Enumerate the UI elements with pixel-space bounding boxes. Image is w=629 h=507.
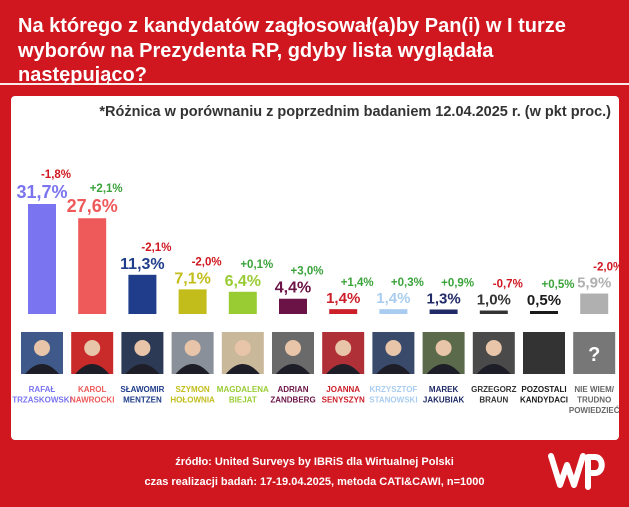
name-label-1-0: KAROL: [78, 385, 107, 394]
candidate-photo-10: [523, 332, 565, 374]
value-label-11: 5,9%: [577, 275, 611, 292]
bar-0: [28, 204, 56, 314]
name-label-2-1: MENTZEN: [123, 396, 162, 405]
name-label-3-0: SZYMON: [175, 385, 209, 394]
name-label-9-0: GRZEGORZ: [471, 385, 516, 394]
name-label-7-1: STANOWSKI: [369, 396, 417, 405]
name-label-10-1: KANDYDACI: [520, 396, 568, 405]
name-label-8-1: JAKUBIAK: [423, 396, 465, 405]
candidate-photo-9: [472, 332, 515, 374]
name-label-2-0: SŁAWOMIR: [120, 385, 164, 394]
change-label-6: +1,4%: [341, 277, 374, 289]
divider: [0, 83, 629, 85]
change-label-9: -0,7%: [493, 279, 523, 291]
value-label-0: 31,7%: [16, 182, 67, 202]
chart-note: *Różnica w porównaniu z poprzednim badan…: [99, 104, 611, 120]
wp-logo: [548, 453, 605, 490]
change-label-4: +0,1%: [240, 259, 273, 271]
candidate-photo-4: [221, 332, 264, 374]
value-label-4: 6,4%: [225, 273, 261, 290]
bar-chart: 31,7%-1,8% RAFAŁ TRZASKOWSKI 27,6%+2,1% KARO…: [12, 169, 619, 415]
name-label-11-2: POWIEDZIEĆ: [569, 406, 619, 415]
name-label-8-0: MAREK: [429, 385, 459, 394]
value-label-7: 1,4%: [376, 290, 410, 307]
value-label-9: 1,0%: [477, 292, 511, 309]
name-label-0-0: RAFAŁ: [29, 385, 56, 394]
value-label-3: 7,1%: [174, 270, 210, 287]
candidate-photo-6: [322, 332, 365, 374]
name-label-6-0: JOANNA: [326, 385, 360, 394]
name-label-0-1: TRZASKOWSKI: [12, 396, 72, 405]
name-label-5-1: ZANDBERG: [270, 396, 315, 405]
change-label-3: -2,0%: [192, 256, 222, 268]
name-label-10-0: POZOSTALI: [521, 385, 566, 394]
name-label-11-1: TRUDNO: [577, 396, 611, 405]
candidate-photo-8: [422, 332, 465, 374]
bar-2: [128, 274, 157, 314]
name-label-6-1: SENYSZYN: [322, 396, 365, 405]
name-label-4-1: BIEJAT: [229, 396, 257, 405]
candidate-photo-2: [121, 332, 164, 374]
value-label-10: 0,5%: [527, 292, 561, 309]
bar-8: [429, 309, 458, 314]
bar-4: [228, 291, 257, 314]
change-label-5: +3,0%: [291, 266, 324, 278]
bar-10: [530, 311, 558, 314]
unknown-symbol: ?: [588, 344, 600, 366]
change-label-10: +0,5%: [542, 279, 575, 291]
change-label-7: +0,3%: [391, 277, 424, 289]
bar-6: [329, 309, 358, 314]
name-label-4-0: MAGDALENA: [217, 385, 269, 394]
change-label-0: -1,8%: [41, 169, 71, 181]
change-label-2: -2,1%: [141, 242, 171, 254]
chart-card: *Różnica w porównaniu z poprzednim badan…: [11, 96, 619, 440]
value-label-6: 1,4%: [326, 290, 360, 307]
method-text: czas realizacji badań: 17-19.04.2025, me…: [144, 476, 485, 488]
bar-11: [580, 293, 609, 314]
bar-5: [279, 298, 307, 314]
bar-1: [78, 218, 107, 314]
source-text: źródło: United Surveys by IBRiS dla Wirt…: [175, 456, 454, 468]
change-label-11: -2,0%: [593, 262, 619, 274]
name-label-1-1: NAWROCKI: [70, 396, 114, 405]
change-label-8: +0,9%: [441, 277, 474, 289]
value-label-5: 4,4%: [275, 280, 311, 297]
candidate-photo-0: [21, 332, 63, 374]
candidate-photo-5: [272, 332, 314, 374]
bar-9: [479, 310, 508, 314]
candidate-photo-11: ?: [573, 332, 616, 374]
value-label-1: 27,6%: [67, 196, 118, 216]
page-title: Na którego z kandydatów zagłosował(a)by …: [18, 15, 566, 86]
name-label-9-1: BRAUN: [479, 396, 508, 405]
bar-3: [178, 289, 207, 314]
candidate-photo-7: [372, 332, 415, 374]
change-label-1: +2,1%: [90, 183, 123, 195]
value-label-8: 1,3%: [426, 290, 460, 307]
candidate-photo-1: [71, 332, 114, 374]
name-label-3-1: HOŁOWNIA: [170, 396, 215, 405]
name-label-5-0: ADRIAN: [277, 385, 308, 394]
candidate-photo-3: [171, 332, 214, 374]
bar-7: [379, 309, 408, 314]
name-label-7-0: KRZYSZTOF: [369, 385, 417, 394]
name-label-11-0: NIE WIEM/: [574, 385, 614, 394]
value-label-2: 11,3%: [120, 256, 164, 273]
